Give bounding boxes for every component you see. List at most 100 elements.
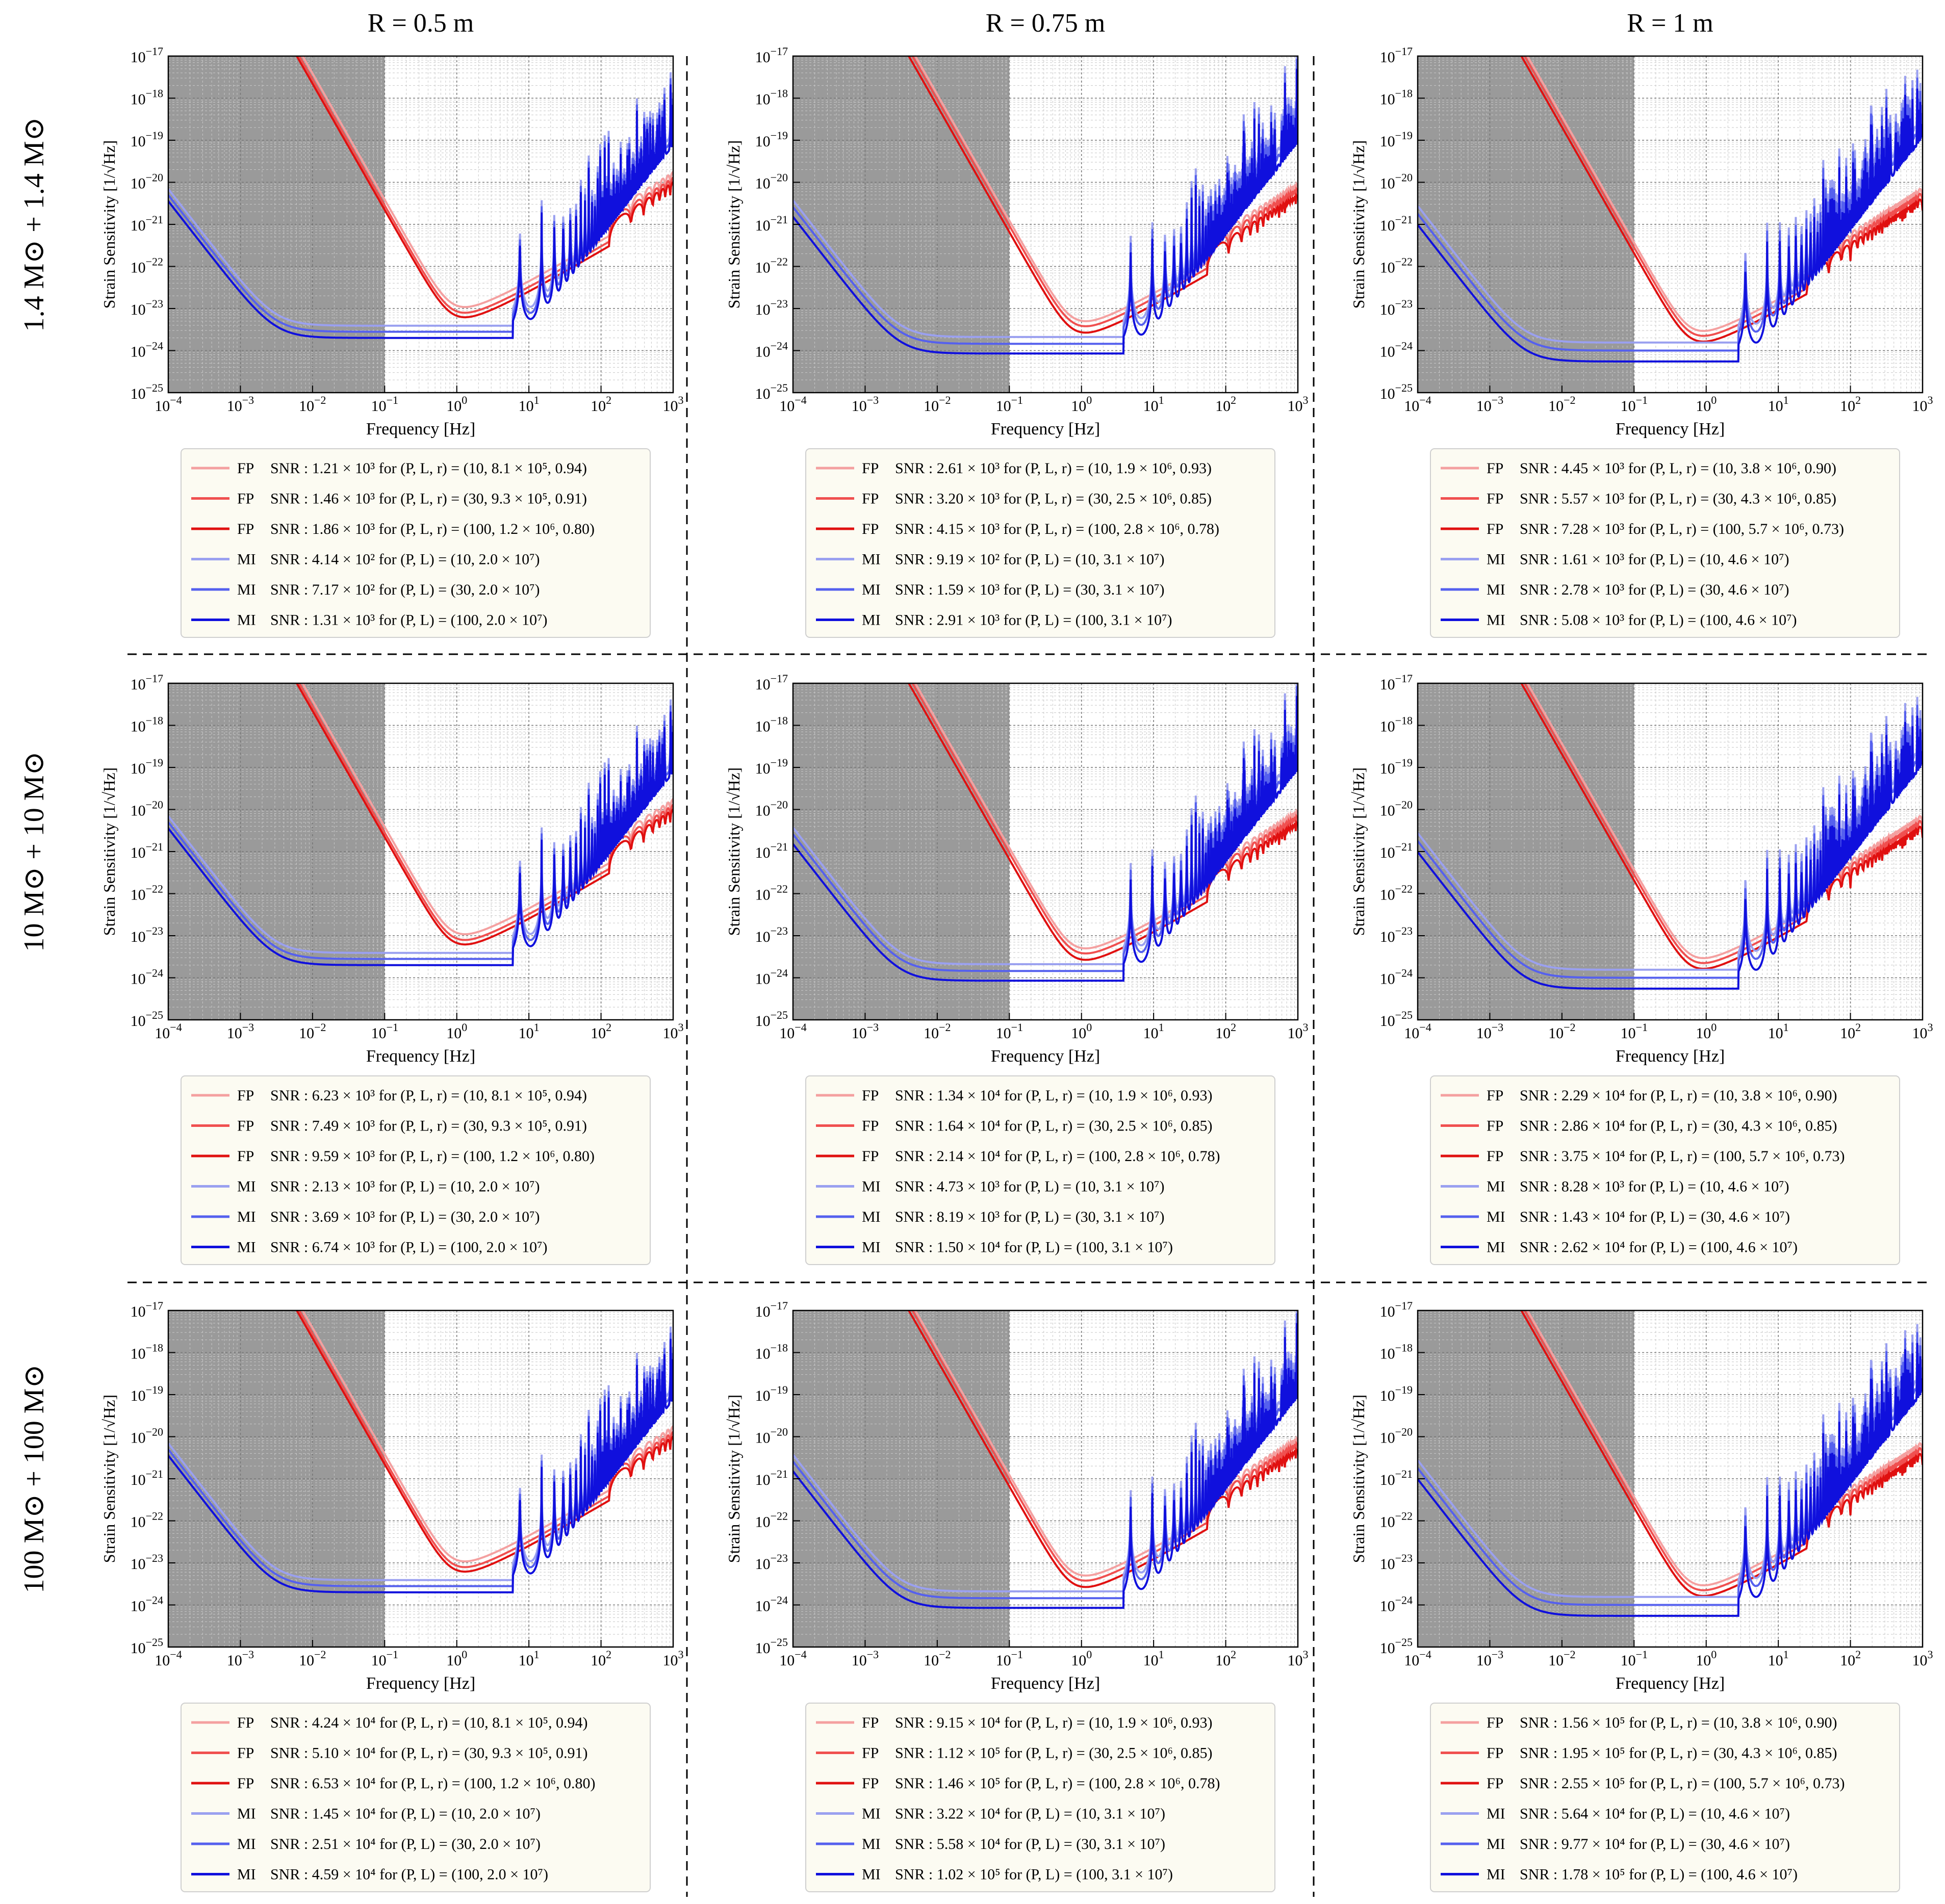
x-tick-label: 103 bbox=[1288, 394, 1309, 415]
legend-tag: FP bbox=[237, 1775, 254, 1792]
y-axis-label: Strain Sensitivity [1/√Hz] bbox=[725, 140, 743, 308]
legend-tag: FP bbox=[237, 460, 254, 477]
legend: FP SNR : 1.56 × 10⁵ for (P, L, r) = (10, … bbox=[1430, 1703, 1900, 1892]
x-axis-label: Frequency [Hz] bbox=[366, 1047, 475, 1066]
legend-tag: MI bbox=[862, 1866, 881, 1883]
subplot: 10−4 10−3 10−2 10−1 100 101 102 103 10−25 10−24 10… bbox=[100, 1299, 684, 1892]
legend-tag: FP bbox=[862, 1118, 879, 1135]
mi-series-line bbox=[1418, 715, 1923, 990]
x-tick-label: 102 bbox=[1840, 394, 1861, 415]
legend-tag: MI bbox=[1487, 1806, 1505, 1822]
legend-label: SNR : 1.56 × 10⁵ for (P, L, r) = (10, 3.… bbox=[1520, 1714, 1837, 1731]
legend-tag: MI bbox=[1487, 612, 1505, 629]
legend-label: SNR : 3.22 × 10⁴ for (P, L) = (10, 3.1 ×… bbox=[895, 1806, 1165, 1822]
legend-box bbox=[805, 1703, 1275, 1892]
subplot: 10−4 10−3 10−2 10−1 100 101 102 103 10−25 10−24 10… bbox=[1349, 45, 1933, 638]
legend-tag: MI bbox=[1487, 581, 1505, 598]
y-tick-label: 10−25 bbox=[1380, 1636, 1413, 1657]
x-tick-label: 102 bbox=[1215, 1021, 1236, 1042]
legend-tag: MI bbox=[237, 612, 256, 629]
legend-tag: FP bbox=[237, 1745, 254, 1762]
x-tick-label: 10−3 bbox=[227, 1648, 254, 1669]
x-tick-label: 10−1 bbox=[371, 1648, 398, 1669]
legend-label: SNR : 5.57 × 10³ for (P, L, r) = (30, 4.… bbox=[1520, 491, 1836, 507]
y-tick-label: 10−20 bbox=[1380, 799, 1413, 819]
plot-area bbox=[1418, 1310, 1923, 1617]
x-tick-label: 10−3 bbox=[852, 1648, 879, 1669]
y-tick-label: 10−21 bbox=[755, 213, 788, 234]
y-tick-label: 10−18 bbox=[1380, 1342, 1413, 1362]
legend-label: SNR : 5.58 × 10⁴ for (P, L) = (30, 3.1 ×… bbox=[895, 1836, 1165, 1852]
y-tick-label: 10−22 bbox=[755, 883, 788, 904]
y-tick-label: 10−17 bbox=[131, 672, 163, 693]
legend-tag: FP bbox=[1487, 1775, 1503, 1792]
x-tick-label: 10−3 bbox=[1476, 1021, 1503, 1042]
legend-label: SNR : 9.15 × 10⁴ for (P, L, r) = (10, 1.… bbox=[895, 1714, 1213, 1731]
x-tick-label: 10−4 bbox=[1404, 394, 1431, 415]
y-tick-label: 10−24 bbox=[755, 1594, 788, 1615]
x-tick-label: 101 bbox=[1143, 1021, 1164, 1042]
legend-label: SNR : 1.12 × 10⁵ for (P, L, r) = (30, 2.… bbox=[895, 1745, 1213, 1762]
legend-tag: MI bbox=[862, 1806, 881, 1822]
y-tick-label: 10−23 bbox=[1380, 297, 1413, 318]
legend-label: SNR : 2.62 × 10⁴ for (P, L) = (100, 4.6 … bbox=[1520, 1239, 1798, 1256]
x-tick-label: 103 bbox=[663, 1648, 684, 1669]
x-tick-label: 100 bbox=[446, 394, 467, 415]
y-tick-label: 10−22 bbox=[131, 883, 163, 904]
y-tick-label: 10−21 bbox=[131, 840, 163, 861]
y-axis-label: Strain Sensitivity [1/√Hz] bbox=[1349, 140, 1368, 308]
y-tick-label: 10−22 bbox=[1380, 883, 1413, 904]
legend-tag: MI bbox=[237, 1239, 256, 1256]
x-tick-label: 10−1 bbox=[996, 394, 1023, 415]
y-tick-label: 10−20 bbox=[1380, 171, 1413, 192]
legend-label: SNR : 1.59 × 10³ for (P, L) = (30, 3.1 ×… bbox=[895, 581, 1165, 598]
y-tick-label: 10−23 bbox=[755, 297, 788, 318]
legend-tag: MI bbox=[1487, 1866, 1505, 1883]
legend-tag: MI bbox=[1487, 1178, 1505, 1195]
legend-box bbox=[1430, 448, 1900, 638]
y-tick-label: 10−21 bbox=[1380, 840, 1413, 861]
column-title: R = 1 m bbox=[1627, 9, 1713, 38]
legend-label: SNR : 1.86 × 10³ for (P, L, r) = (100, 1… bbox=[270, 521, 595, 537]
y-tick-label: 10−22 bbox=[1380, 1510, 1413, 1531]
legend-tag: FP bbox=[237, 521, 254, 537]
column-title: R = 0.75 m bbox=[986, 9, 1105, 38]
subplot: 10−4 10−3 10−2 10−1 100 101 102 103 10−25 10−24 10… bbox=[725, 672, 1309, 1265]
legend-label: SNR : 2.14 × 10⁴ for (P, L, r) = (100, 2… bbox=[895, 1148, 1220, 1165]
y-tick-label: 10−22 bbox=[131, 1510, 163, 1531]
x-tick-label: 10−4 bbox=[155, 394, 182, 415]
plot-area bbox=[1418, 56, 1923, 363]
x-tick-label: 10−2 bbox=[924, 1648, 951, 1669]
x-tick-label: 10−1 bbox=[1621, 1021, 1648, 1042]
x-tick-label: 102 bbox=[1840, 1648, 1861, 1669]
legend-label: SNR : 1.31 × 10³ for (P, L) = (100, 2.0 … bbox=[270, 612, 548, 629]
mi-series-line bbox=[793, 68, 1298, 355]
legend-label: SNR : 1.46 × 10⁵ for (P, L, r) = (100, 2… bbox=[895, 1775, 1220, 1792]
plot-area bbox=[793, 683, 1298, 982]
legend: FP SNR : 2.29 × 10⁴ for (P, L, r) = (10, … bbox=[1430, 1075, 1900, 1265]
legend-tag: MI bbox=[1487, 551, 1505, 568]
y-tick-label: 10−18 bbox=[131, 87, 163, 108]
x-tick-label: 100 bbox=[1696, 394, 1717, 415]
y-tick-label: 10−20 bbox=[131, 171, 163, 192]
x-tick-label: 100 bbox=[1071, 394, 1092, 415]
legend-box bbox=[805, 1075, 1275, 1265]
y-tick-label: 10−18 bbox=[755, 1342, 788, 1362]
legend-tag: FP bbox=[237, 1087, 254, 1104]
x-tick-label: 103 bbox=[1288, 1021, 1309, 1042]
x-tick-label: 101 bbox=[519, 1648, 540, 1669]
legend-tag: MI bbox=[237, 1806, 256, 1822]
legend: FP SNR : 9.15 × 10⁴ for (P, L, r) = (10, … bbox=[805, 1703, 1275, 1892]
mi-series-line bbox=[168, 711, 673, 966]
y-tick-label: 10−24 bbox=[755, 967, 788, 988]
fp-series-line bbox=[298, 683, 673, 941]
legend-tag: MI bbox=[237, 581, 256, 598]
plot-area bbox=[1418, 683, 1923, 990]
legend-label: SNR : 2.29 × 10⁴ for (P, L, r) = (10, 3.… bbox=[1520, 1087, 1837, 1104]
y-tick-label: 10−22 bbox=[755, 1510, 788, 1531]
plot-area bbox=[168, 1310, 673, 1593]
x-tick-label: 10−1 bbox=[371, 1021, 398, 1042]
legend-label: SNR : 2.51 × 10⁴ for (P, L) = (30, 2.0 ×… bbox=[270, 1836, 541, 1852]
x-tick-label: 102 bbox=[591, 394, 611, 415]
